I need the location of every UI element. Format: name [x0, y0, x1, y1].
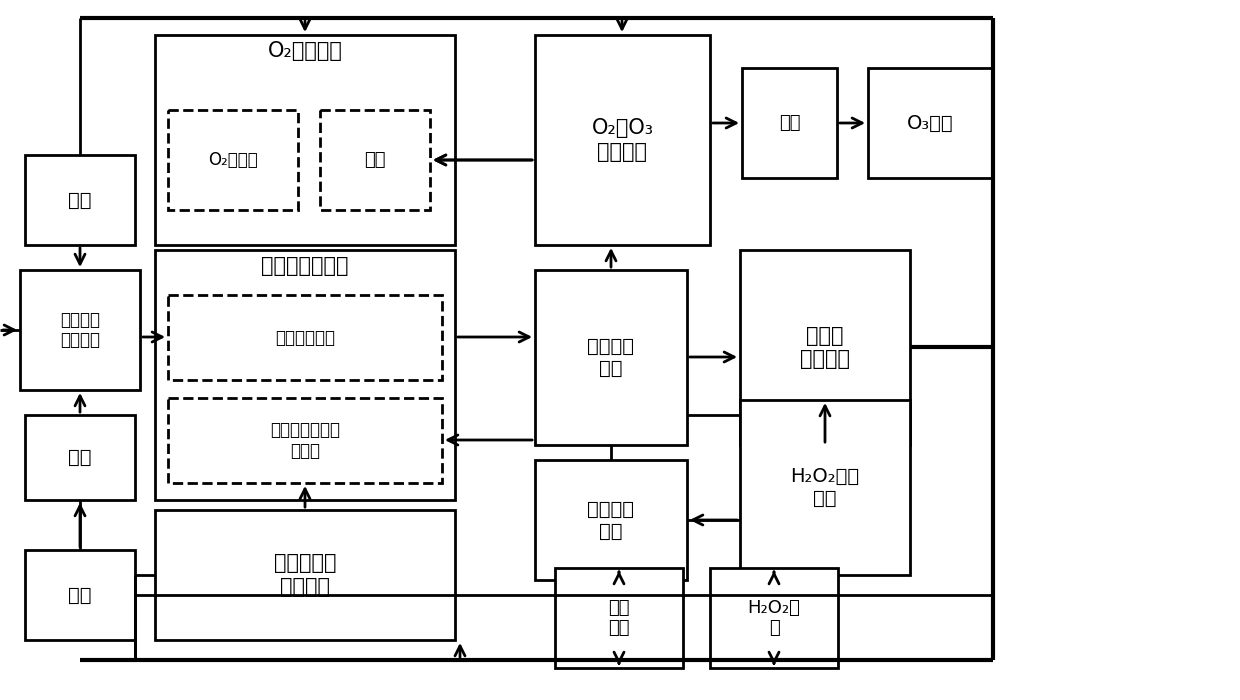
- Bar: [25, 415, 135, 500]
- Text: O₂储存器: O₂储存器: [208, 151, 258, 169]
- Bar: [155, 510, 455, 640]
- Bar: [534, 460, 687, 580]
- Bar: [167, 295, 441, 380]
- Text: 液泵: 液泵: [68, 585, 92, 605]
- Bar: [556, 568, 683, 668]
- Text: 液源: 液源: [68, 448, 92, 467]
- Text: H₂O₂储
存: H₂O₂储 存: [748, 598, 801, 638]
- Text: 双氧水发生单元: 双氧水发生单元: [262, 256, 348, 276]
- Text: 数据采集与
控制单元: 数据采集与 控制单元: [274, 554, 336, 596]
- Bar: [25, 155, 135, 245]
- Text: O₂循环单元: O₂循环单元: [268, 41, 342, 61]
- Text: 高压激励
单元: 高压激励 单元: [588, 500, 635, 540]
- Bar: [155, 250, 455, 500]
- Bar: [534, 35, 711, 245]
- Text: 气液分离
单元: 气液分离 单元: [588, 337, 635, 378]
- Bar: [320, 110, 430, 210]
- Text: 气液入口
控制单元: 气液入口 控制单元: [60, 311, 100, 349]
- Text: O₃储存: O₃储存: [908, 113, 954, 132]
- Bar: [868, 68, 993, 178]
- Text: H₂O₂分离
单元: H₂O₂分离 单元: [790, 467, 859, 508]
- Text: 气泵: 气泵: [779, 114, 800, 132]
- Text: 气泵: 气泵: [365, 151, 386, 169]
- Bar: [711, 568, 838, 668]
- Bar: [742, 68, 837, 178]
- Bar: [25, 550, 135, 640]
- Bar: [167, 398, 441, 483]
- Bar: [20, 270, 140, 390]
- Text: 介质阻挡放电放
电单元: 介质阻挡放电放 电单元: [270, 421, 340, 460]
- Bar: [167, 110, 298, 210]
- Bar: [740, 400, 910, 575]
- Bar: [155, 35, 455, 245]
- Bar: [534, 270, 687, 445]
- Text: 气液雾化单元: 气液雾化单元: [275, 328, 335, 346]
- Bar: [740, 250, 910, 445]
- Text: 气源: 气源: [68, 190, 92, 209]
- Text: 吸光度
检测单元: 吸光度 检测单元: [800, 326, 849, 369]
- Text: 溶液
储存: 溶液 储存: [609, 598, 630, 638]
- Text: O₂、O₃
分离单元: O₂、O₃ 分离单元: [591, 118, 653, 162]
